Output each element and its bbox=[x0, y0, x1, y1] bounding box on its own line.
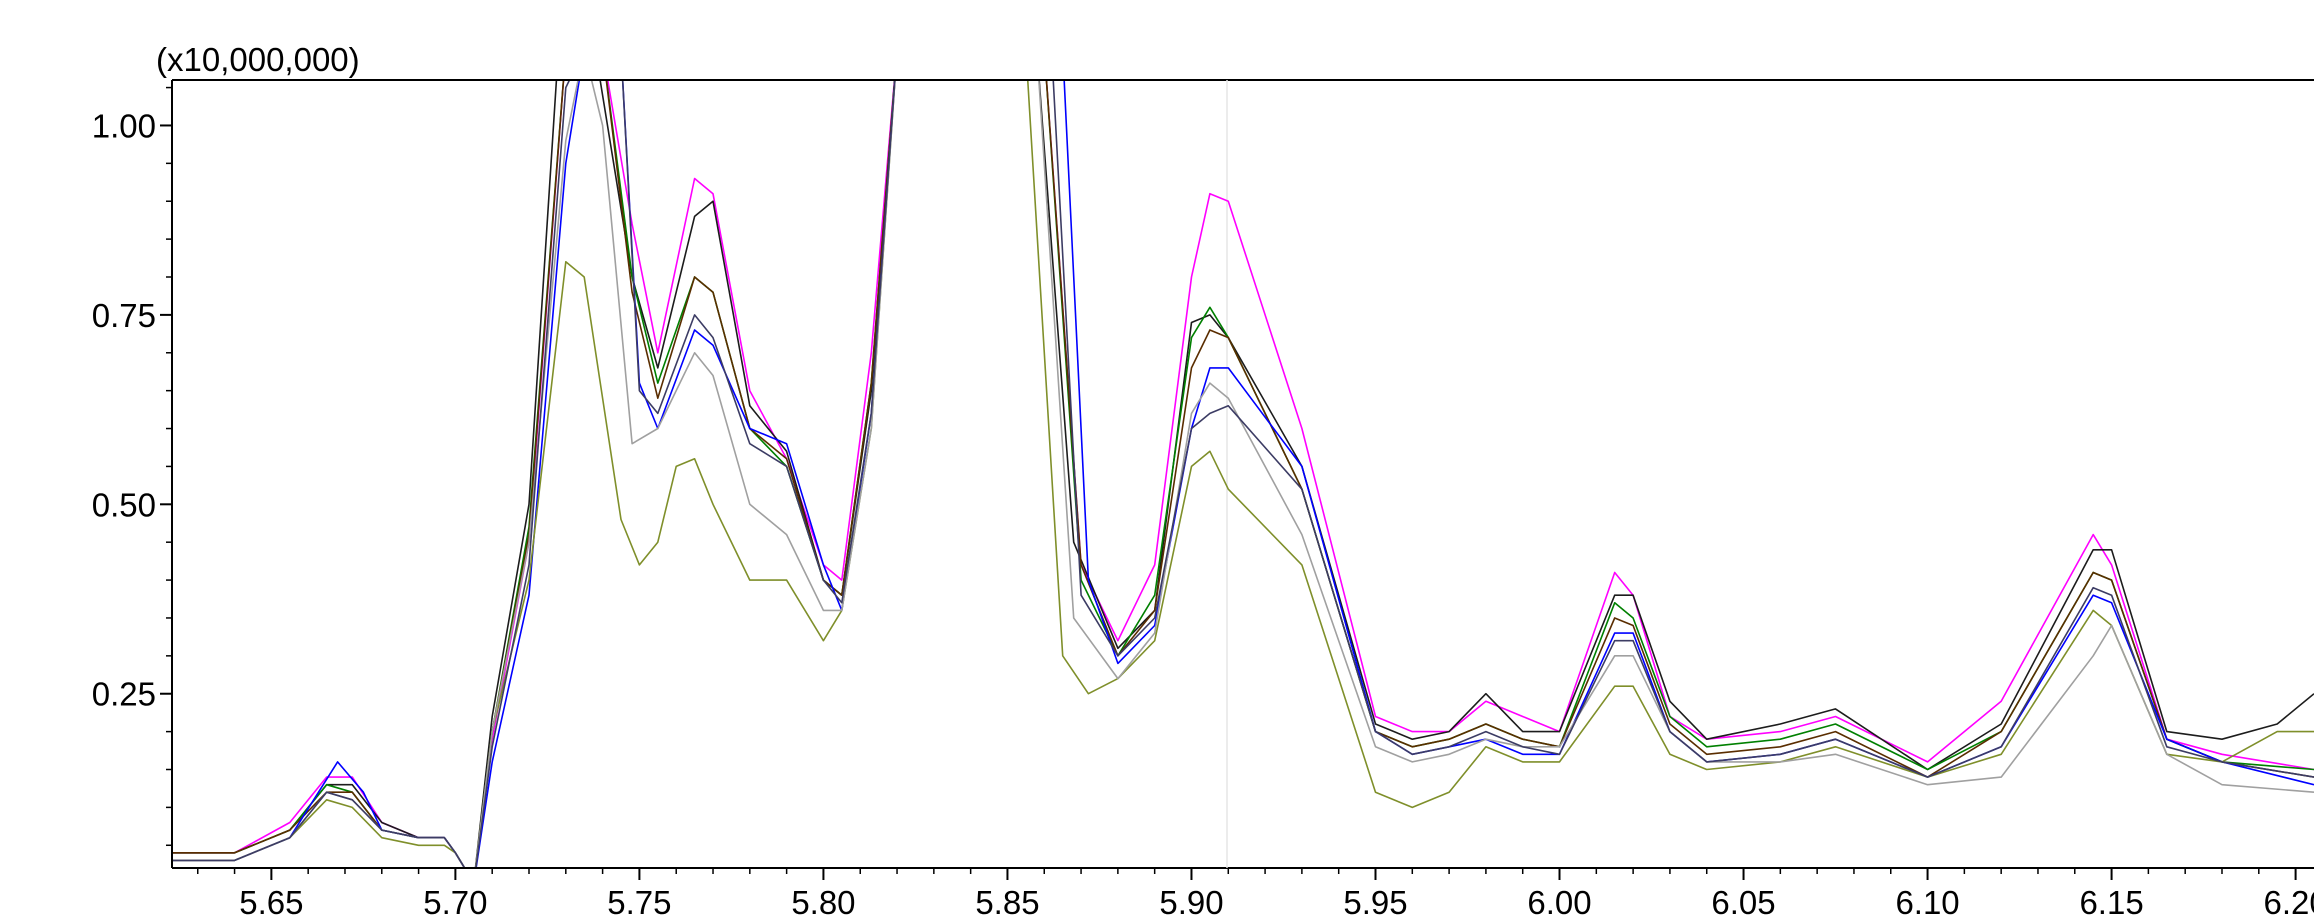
y-ticks: 0.25 0.50 0.75 1.00 bbox=[92, 107, 172, 713]
y-tick-label: 1.00 bbox=[92, 107, 156, 144]
series-line-2 bbox=[173, 81, 2314, 867]
series-group bbox=[173, 81, 2314, 867]
y-tick-label: 0.25 bbox=[92, 676, 156, 713]
x-tick-label: 6.05 bbox=[1711, 884, 1775, 918]
y-tick-label: 0.75 bbox=[92, 297, 156, 334]
series-line-8 bbox=[173, 81, 2314, 867]
y-tick-label: 0.50 bbox=[92, 486, 156, 523]
series-line-7 bbox=[173, 81, 2314, 867]
x-tick-label: 5.75 bbox=[607, 884, 671, 918]
x-tick-label: 6.20 bbox=[2263, 884, 2314, 918]
x-ticks: 5.65 5.70 5.75 5.80 5.85 5.90 5.95 6.00 6.05 6.10… bbox=[239, 868, 2314, 918]
x-tick-label: 6.00 bbox=[1527, 884, 1591, 918]
x-tick-label: 5.95 bbox=[1343, 884, 1407, 918]
series-line-5 bbox=[173, 81, 2314, 867]
x-tick-label: 5.90 bbox=[1159, 884, 1223, 918]
x-tick-label: 6.15 bbox=[2079, 884, 2143, 918]
x-minor-ticks bbox=[197, 868, 2260, 874]
x-tick-label: 5.85 bbox=[975, 884, 1039, 918]
x-tick-label: 5.80 bbox=[791, 884, 855, 918]
x-tick-label: 6.10 bbox=[1895, 884, 1959, 918]
y-minor-ticks bbox=[166, 86, 172, 847]
y-scale-label: (x10,000,000) bbox=[156, 41, 360, 78]
x-tick-label: 5.65 bbox=[239, 884, 303, 918]
x-tick-label: 5.70 bbox=[423, 884, 487, 918]
